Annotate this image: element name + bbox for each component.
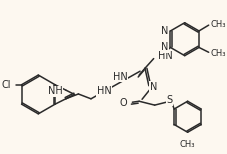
Text: O: O <box>119 98 127 108</box>
Text: CH₃: CH₃ <box>210 20 225 29</box>
Text: CH₃: CH₃ <box>210 49 225 58</box>
Text: N: N <box>149 82 156 92</box>
Text: N: N <box>160 43 168 52</box>
Text: NH: NH <box>48 86 63 96</box>
Text: N: N <box>160 26 168 36</box>
Text: CH₃: CH₃ <box>179 140 195 149</box>
Text: HN: HN <box>112 72 127 82</box>
Text: Cl: Cl <box>1 80 11 90</box>
Text: S: S <box>165 95 172 105</box>
Text: HN: HN <box>96 86 111 96</box>
Text: HN: HN <box>157 51 172 61</box>
